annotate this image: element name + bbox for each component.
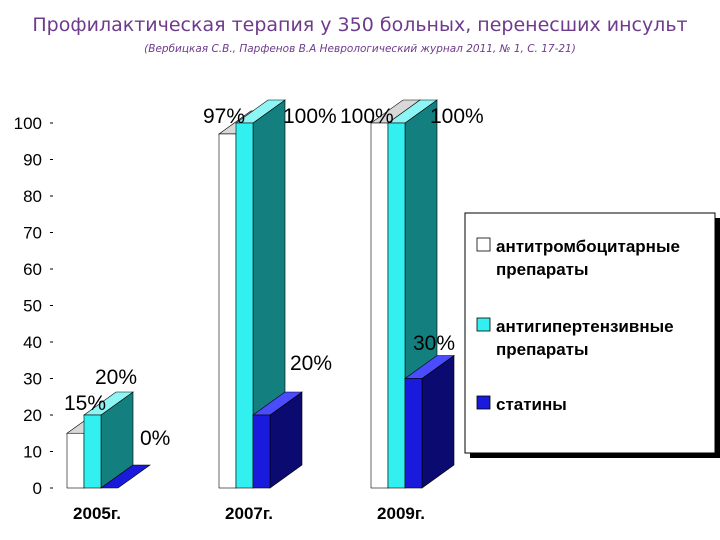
legend-label: препараты bbox=[496, 340, 589, 359]
page-subtitle: (Вербицкая С.В., Парфенов В.А Неврологич… bbox=[144, 43, 576, 55]
y-tick-label: 50 bbox=[23, 297, 42, 316]
category-label: 2007г. bbox=[225, 504, 273, 523]
y-tick-label: 80 bbox=[23, 187, 42, 206]
y-tick-label: 40 bbox=[23, 333, 42, 352]
bars bbox=[66, 99, 455, 489]
bar-front-face bbox=[66, 432, 85, 489]
bar-floor-face bbox=[100, 464, 151, 489]
data-labels: 15%20%0%97% 100%20%100% 100%30% bbox=[64, 105, 484, 450]
legend-swatch bbox=[476, 395, 491, 410]
y-tick-label: 10 bbox=[23, 443, 42, 462]
legend-label: антитромбоцитарные bbox=[496, 237, 680, 256]
bar-front-face bbox=[370, 122, 389, 489]
y-tick-label: 90 bbox=[23, 151, 42, 170]
y-tick-label: 20 bbox=[23, 406, 42, 425]
bar-front-face bbox=[404, 378, 423, 489]
data-label: 100% bbox=[340, 105, 394, 128]
data-label: 0% bbox=[140, 427, 170, 450]
legend-label: препараты bbox=[496, 260, 589, 279]
legend-item: статины bbox=[476, 395, 567, 414]
legend-swatch bbox=[476, 237, 491, 252]
bar-front-face bbox=[83, 414, 102, 489]
data-label: 15% bbox=[64, 392, 106, 415]
category-label: 2005г. bbox=[73, 504, 121, 523]
bar bbox=[83, 391, 134, 489]
legend-label: антигипертензивные bbox=[496, 317, 674, 336]
y-axis: 0 10 20 30 40 50 60 70 80 90 100 bbox=[14, 114, 53, 498]
legend-box bbox=[464, 212, 716, 454]
data-label: 20% bbox=[95, 366, 137, 389]
legend-item: антитромбоцитарные препараты bbox=[476, 237, 680, 279]
bar bbox=[404, 354, 455, 489]
legend-label: статины bbox=[496, 395, 567, 414]
y-tick-label: 70 bbox=[23, 224, 42, 243]
legend: антитромбоцитарныепрепаратыантигипертенз… bbox=[464, 212, 720, 458]
bar bbox=[252, 391, 303, 489]
bar bbox=[235, 99, 286, 489]
bar-front-face bbox=[387, 122, 406, 489]
bar-front-face bbox=[218, 133, 237, 489]
data-label: 100% bbox=[283, 105, 337, 128]
bar-front-face bbox=[252, 414, 271, 489]
y-tick-label: 0 bbox=[33, 479, 42, 498]
legend-swatch bbox=[476, 317, 491, 332]
category-labels: 2005г. 2007г. 2009г. bbox=[73, 504, 425, 523]
data-label: 20% bbox=[290, 352, 332, 375]
page-title: Профилактическая терапия у 350 больных, … bbox=[32, 14, 688, 36]
y-tick-label: 100 bbox=[14, 114, 42, 133]
data-label: 30% bbox=[413, 332, 455, 355]
data-label: 97% bbox=[203, 105, 245, 128]
bar-front-face bbox=[235, 122, 254, 489]
category-label: 2009г. bbox=[377, 504, 425, 523]
legend-item: антигипертензивные препараты bbox=[476, 317, 674, 359]
data-label: 100% bbox=[430, 105, 484, 128]
bar bbox=[100, 464, 151, 489]
y-tick-label: 30 bbox=[23, 370, 42, 389]
y-tick-label: 60 bbox=[23, 260, 42, 279]
